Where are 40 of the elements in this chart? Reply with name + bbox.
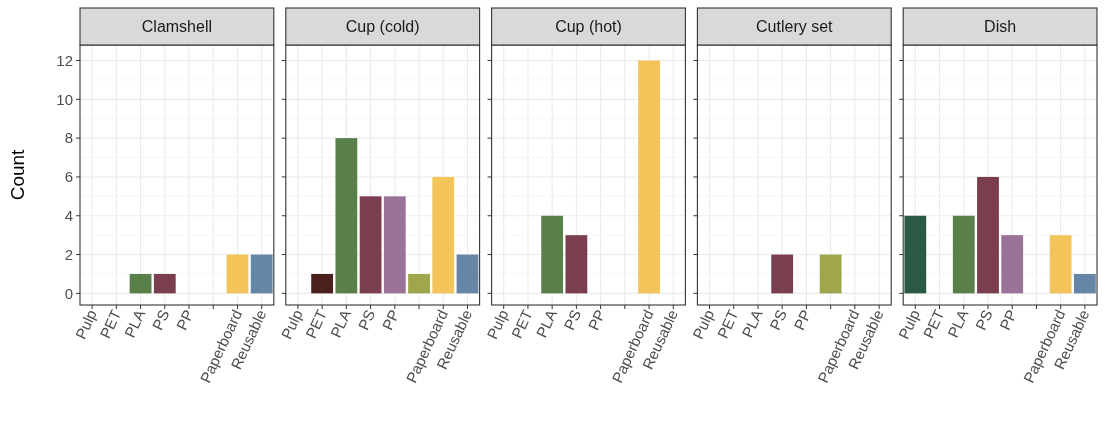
bar bbox=[1001, 235, 1024, 294]
bar bbox=[952, 215, 975, 294]
x-tick-label: PLA bbox=[532, 307, 560, 340]
x-tick-label: Pulp bbox=[483, 307, 512, 342]
bar bbox=[408, 273, 430, 294]
chart-title: Cup (cold) bbox=[345, 18, 420, 36]
bar bbox=[432, 176, 455, 294]
bar bbox=[359, 196, 382, 294]
bar bbox=[1073, 273, 1096, 294]
y-tick-label: 12 bbox=[56, 51, 73, 69]
x-tick-label: PS bbox=[560, 307, 585, 333]
y-tick-label: 4 bbox=[64, 207, 73, 224]
x-tick-label: PS bbox=[766, 307, 790, 333]
x-tick-label: PP bbox=[584, 307, 609, 333]
bar bbox=[977, 176, 999, 294]
chart-title: Dish bbox=[984, 18, 1017, 36]
x-tick-label: PP bbox=[172, 307, 197, 333]
bar bbox=[1049, 235, 1072, 294]
y-tick-label: 0 bbox=[64, 284, 73, 302]
x-tick-label: Pulp bbox=[689, 307, 718, 342]
bar bbox=[904, 215, 927, 294]
x-tick-label: PP bbox=[996, 307, 1020, 333]
y-tick-label: 8 bbox=[64, 129, 73, 147]
x-tick-label: PLA bbox=[738, 307, 766, 340]
y-tick-label: 6 bbox=[64, 168, 73, 186]
y-tick-label: 2 bbox=[64, 245, 73, 263]
x-tick-label: PP bbox=[790, 307, 815, 333]
x-tick-label: PS bbox=[148, 307, 173, 333]
x-tick-label: PP bbox=[378, 307, 403, 333]
bar bbox=[456, 254, 479, 294]
bar bbox=[311, 273, 334, 294]
bar bbox=[383, 196, 406, 294]
chart-title: Cup (hot) bbox=[555, 18, 622, 36]
chart-title: Clamshell bbox=[141, 18, 213, 36]
bar bbox=[335, 138, 358, 294]
x-tick-label: PS bbox=[971, 307, 996, 333]
y-tick-label: 10 bbox=[56, 90, 73, 108]
chart-title: Cutlery set bbox=[756, 18, 834, 36]
y-axis-title: Count bbox=[7, 148, 28, 201]
x-tick-label: PS bbox=[354, 307, 379, 333]
